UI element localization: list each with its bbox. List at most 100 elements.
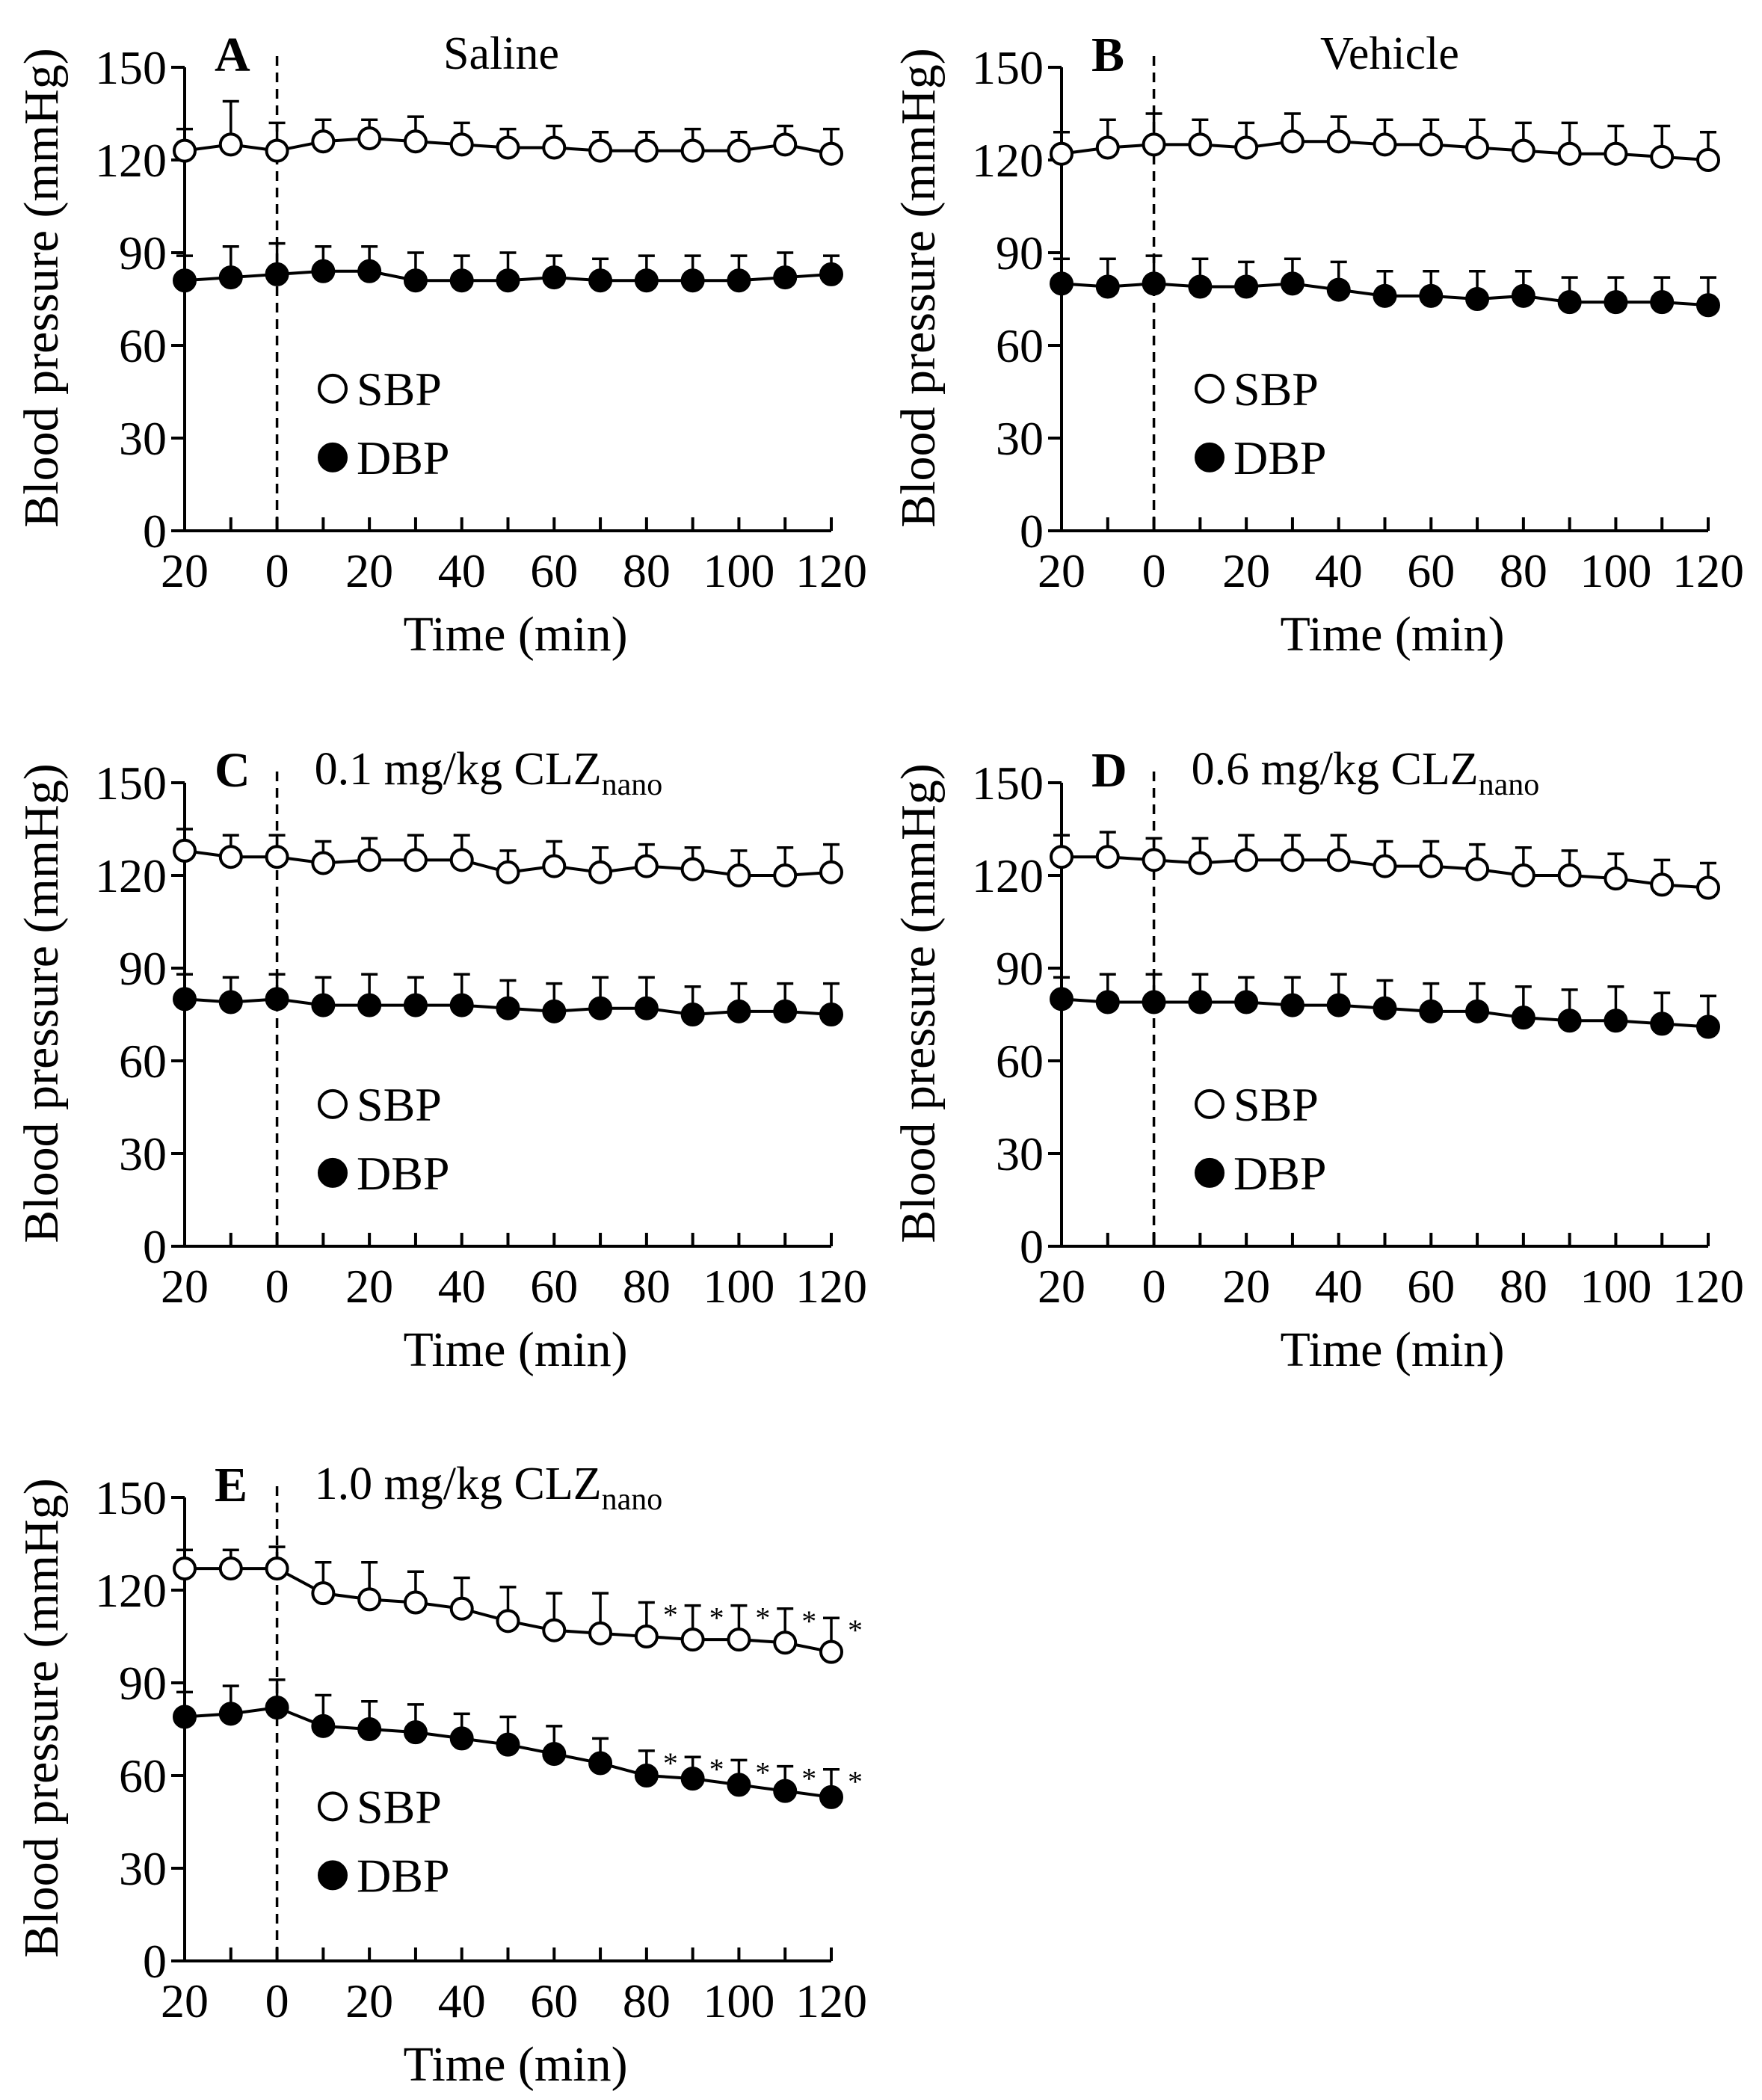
data-point <box>1650 1011 1675 1036</box>
data-point <box>1188 851 1213 875</box>
data-point <box>1373 132 1397 157</box>
data-point <box>1373 996 1397 1020</box>
data-point <box>449 1726 474 1751</box>
data-point <box>542 1618 567 1642</box>
data-point <box>218 1556 243 1581</box>
y-tick-label: 120 <box>972 849 1044 902</box>
data-point <box>819 1639 843 1664</box>
x-tick-label: 20 <box>345 1260 393 1313</box>
data-point <box>403 993 428 1017</box>
data-point <box>1326 277 1351 302</box>
data-point <box>311 129 336 154</box>
data-point <box>773 863 798 887</box>
data-point <box>403 268 428 293</box>
x-tick-label: 20 <box>345 544 393 597</box>
data-point <box>773 1631 798 1655</box>
data-point <box>265 987 289 1011</box>
condition-label: Vehicle <box>1320 28 1459 79</box>
x-tick-label: 80 <box>623 1260 671 1313</box>
data-point <box>727 268 751 293</box>
x-tick-label: 100 <box>703 544 774 597</box>
x-tick-label: 60 <box>1407 544 1455 597</box>
data-point <box>1511 283 1535 308</box>
data-point <box>1650 144 1675 169</box>
significance-star: * <box>755 1755 770 1789</box>
data-point <box>634 1764 659 1788</box>
data-point <box>819 860 843 884</box>
x-tick-label: 60 <box>530 544 578 597</box>
data-point <box>1419 999 1444 1023</box>
data-point <box>357 1717 382 1741</box>
x-tick-label: 120 <box>795 1260 867 1313</box>
x-tick-label: 20 <box>1038 544 1085 597</box>
legend-sbp-label: SBP <box>357 1780 442 1833</box>
y-tick-label: 90 <box>996 942 1044 995</box>
x-tick-label: 0 <box>265 544 289 597</box>
y-tick-label: 60 <box>996 1035 1044 1088</box>
data-point <box>542 1742 567 1767</box>
x-axis-title: Time (min) <box>403 607 627 662</box>
y-tick-label: 0 <box>143 1220 167 1273</box>
data-point <box>311 993 336 1017</box>
data-point <box>634 268 659 293</box>
legend-dbp-marker <box>318 442 348 472</box>
data-point <box>1465 135 1490 160</box>
x-tick-label: 100 <box>703 1260 774 1313</box>
data-point <box>1050 987 1073 1011</box>
data-point <box>311 1713 336 1738</box>
data-point <box>1650 290 1675 315</box>
panel-letter: D <box>1091 743 1127 798</box>
condition-label: Saline <box>443 28 559 79</box>
legend-sbp-marker <box>318 373 348 404</box>
data-point <box>173 987 197 1011</box>
y-tick-label: 120 <box>95 849 167 902</box>
x-tick-label: 0 <box>265 1260 289 1313</box>
data-point <box>496 135 520 160</box>
series-dbp: * * * * * <box>173 1678 863 1809</box>
y-tick-label: 150 <box>972 41 1044 94</box>
y-tick-label: 0 <box>1020 1220 1044 1273</box>
y-axis-title: Blood pressure (mmHg) <box>14 763 69 1243</box>
legend-sbp-label: SBP <box>357 363 442 416</box>
x-tick-label: 20 <box>161 1974 209 2027</box>
condition-subscript: nano <box>602 768 663 802</box>
data-point <box>357 1587 382 1612</box>
legend-sbp-marker <box>1195 373 1225 404</box>
panel-letter: E <box>215 1458 247 1512</box>
data-point <box>1373 854 1397 878</box>
data-point <box>773 1779 798 1803</box>
data-point <box>265 1696 289 1720</box>
data-point <box>1604 866 1628 891</box>
x-tick-label: 20 <box>161 544 209 597</box>
data-point <box>1465 287 1490 311</box>
data-point <box>634 1625 659 1648</box>
data-point <box>1696 293 1720 318</box>
y-tick-label: 60 <box>119 319 167 372</box>
data-point <box>357 848 382 872</box>
data-point <box>1419 854 1444 878</box>
significance-star: * <box>663 1746 678 1780</box>
x-axis-title: Time (min) <box>403 2037 627 2092</box>
data-point <box>449 848 474 872</box>
significance-star: * <box>801 1762 816 1796</box>
data-point <box>173 838 197 863</box>
data-point <box>1696 875 1720 900</box>
legend-sbp-marker <box>318 1791 348 1822</box>
condition-subscript: nano <box>602 1482 663 1517</box>
data-point <box>403 1590 428 1615</box>
significance-star: * <box>848 1613 863 1647</box>
series-sbp <box>1050 831 1720 900</box>
data-point <box>634 138 659 163</box>
x-axis-title: Time (min) <box>1280 607 1504 662</box>
data-point <box>1095 135 1120 160</box>
x-tick-label: 120 <box>795 1974 867 2027</box>
data-point <box>588 1751 613 1776</box>
data-point <box>1650 872 1675 897</box>
data-point <box>680 268 705 293</box>
x-tick-label: 20 <box>345 1974 393 2027</box>
y-tick-label: 150 <box>95 757 167 810</box>
y-tick-label: 60 <box>119 1035 167 1088</box>
x-tick-label: 40 <box>438 1260 486 1313</box>
